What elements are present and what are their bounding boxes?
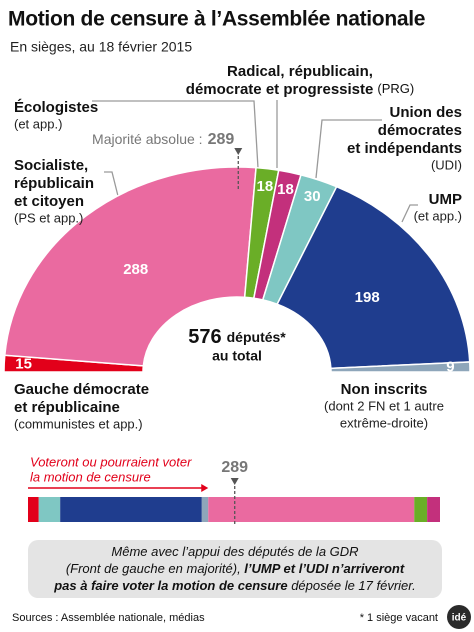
note-line: (Front de gauche en majorité), l’UMP et … (66, 561, 405, 576)
group-name: Écologistes (14, 99, 98, 116)
caption-arrow (201, 484, 209, 492)
group-name: républicain (14, 175, 94, 192)
leader-line (315, 119, 382, 179)
group-name-line: Radical, républicain, (227, 63, 373, 80)
group-note: (PS et app.) (14, 210, 83, 225)
footnote: * 1 siège vacant (360, 612, 438, 624)
note-segment: l’UMP et l’UDI n’arriveront (244, 561, 405, 576)
group-note: (dont 2 FN et 1 autre (324, 398, 444, 413)
group-name-line: et républicaine (14, 399, 120, 416)
leader-line (92, 100, 259, 169)
note-box (28, 540, 442, 598)
group-note: (UDI) (431, 157, 462, 172)
group-name: Union des (389, 104, 462, 121)
group-name-line: Écologistes (14, 99, 98, 116)
group-name-line: Union des (389, 104, 462, 121)
group-name-line: Gauche démocrate (14, 381, 149, 398)
group-name: Gauche démocrate (14, 381, 149, 398)
bar-majority-value: 289 (221, 459, 248, 476)
total-sub: au total (212, 348, 262, 364)
note-line: pas à faire voter la motion de censure d… (53, 578, 416, 593)
group-name-line: et indépendants (347, 140, 462, 157)
group-name-line: démocrate et progressiste (186, 81, 374, 98)
group-name: et citoyen (14, 193, 84, 210)
bar-segment (414, 497, 428, 522)
group-name: Non inscrits (341, 381, 428, 398)
value-label: 18 (257, 178, 274, 195)
seat-segment (276, 185, 471, 370)
note-line: Même avec l’appui des députés de la GDR (111, 544, 358, 559)
majority-label: Majorité absolue : 289 (92, 131, 234, 149)
group-name-line: et citoyen (14, 193, 84, 210)
value-label: 9 (446, 358, 454, 375)
chart-title: Motion de censure à l’Assemblée national… (8, 8, 425, 31)
chart-subtitle: En sièges, au 18 février 2015 (10, 39, 192, 55)
bar-majority-marker (230, 478, 239, 485)
leader-lines (92, 100, 418, 223)
value-label: 18 (277, 181, 294, 198)
group-name: et républicaine (14, 399, 120, 416)
group-name-line: républicain (14, 175, 94, 192)
value-label: 30 (304, 188, 321, 205)
group-note: (communistes et app.) (14, 416, 143, 431)
group-note: (PRG) (377, 81, 414, 96)
logo: idé (452, 613, 467, 624)
bar-segment (201, 497, 209, 522)
bar-segment (38, 497, 61, 522)
group-note: (et app.) (14, 116, 62, 131)
bar-segment (427, 497, 440, 522)
bar-segment (28, 497, 39, 522)
bar-caption: la motion de censure (30, 469, 151, 484)
bar-segment (208, 497, 415, 522)
note-segment: (Front de gauche en majorité), (66, 561, 244, 576)
value-label: 198 (355, 289, 380, 306)
note-segment: Même avec l’appui des députés de la GDR (111, 544, 358, 559)
group-name: Socialiste, (14, 157, 88, 174)
group-note: (et app.) (414, 208, 462, 223)
total: 576 députés* (188, 326, 286, 348)
note-segment: pas à faire voter la motion de censure (53, 578, 287, 593)
majority-marker (234, 148, 243, 155)
leader-line (104, 171, 119, 197)
source: Sources : Assemblée nationale, médias (12, 612, 205, 624)
group-name-line: Socialiste, (14, 157, 88, 174)
seat-segment (330, 361, 471, 373)
group-name: Radical, républicain, (227, 63, 373, 80)
group-name-line: Non inscrits (341, 381, 428, 398)
logo-badge (447, 605, 471, 629)
total-label: députés* (227, 329, 287, 345)
group-name-line: UMP (429, 191, 462, 208)
value-label: 15 (15, 355, 32, 372)
leader-line (401, 204, 418, 223)
note-segment: déposée le 17 février. (288, 578, 416, 593)
group-name: UMP (429, 191, 462, 208)
total-value: 576 (188, 326, 221, 348)
group-note: extrême-droite) (340, 415, 428, 430)
majority-value: 289 (208, 131, 235, 148)
bar-caption: Voteront ou pourraient voter (30, 454, 192, 469)
seat-segment (3, 166, 257, 367)
group-name-line: démocrates (378, 122, 462, 139)
group-name: et indépendants (347, 140, 462, 157)
group-name: démocrate et progressiste (PRG) (186, 81, 414, 98)
majority-text: Majorité absolue : (92, 131, 203, 147)
group-name: démocrates (378, 122, 462, 139)
bar-segment (60, 497, 202, 522)
value-label: 288 (123, 261, 148, 278)
